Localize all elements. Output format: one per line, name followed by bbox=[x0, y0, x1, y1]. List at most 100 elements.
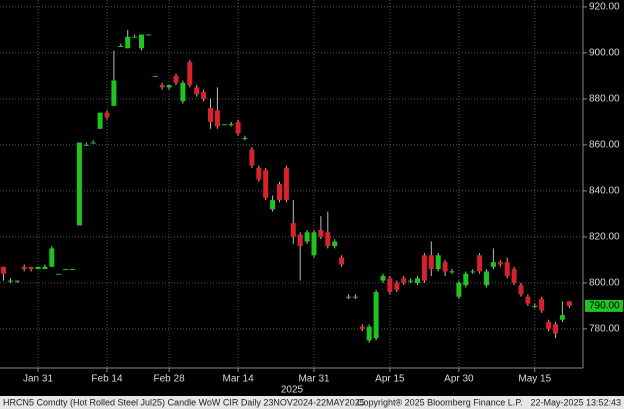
candle-body bbox=[304, 232, 310, 242]
candle-body bbox=[118, 46, 124, 47]
candle-body bbox=[194, 87, 200, 95]
y-tick-label: 800.00 bbox=[589, 278, 620, 289]
candle-body bbox=[518, 285, 524, 295]
y-tick-label: 880.00 bbox=[589, 94, 620, 105]
candle-body bbox=[325, 232, 331, 247]
candle-body bbox=[449, 271, 455, 273]
candle-body bbox=[297, 234, 303, 247]
candle-body bbox=[173, 75, 179, 83]
candle-body bbox=[28, 266, 34, 270]
y-tick-label: 900.00 bbox=[589, 48, 620, 59]
candle-body bbox=[546, 322, 552, 329]
year-label: 2025 bbox=[281, 385, 304, 396]
candle-body bbox=[346, 296, 351, 298]
candle-body bbox=[532, 305, 538, 307]
x-tick-label: Feb 14 bbox=[91, 374, 123, 385]
candle-body bbox=[83, 144, 89, 146]
candle-body bbox=[318, 230, 324, 237]
x-tick-label: Apr 30 bbox=[444, 374, 474, 385]
candle-body bbox=[497, 262, 503, 265]
candle-body bbox=[408, 280, 414, 282]
candle-body bbox=[373, 292, 379, 339]
candle-body bbox=[70, 269, 75, 271]
candle-body bbox=[132, 36, 138, 38]
candle-body bbox=[228, 124, 234, 126]
candle-body bbox=[559, 315, 565, 320]
candle-body bbox=[263, 170, 269, 198]
candle-body bbox=[56, 273, 62, 275]
candle-body bbox=[90, 142, 96, 144]
candle-body bbox=[442, 262, 448, 272]
candle-body bbox=[380, 276, 386, 281]
candle-body bbox=[359, 326, 365, 329]
candle-body bbox=[421, 255, 427, 281]
candle-body bbox=[387, 278, 393, 293]
candle-body bbox=[511, 269, 517, 283]
candle-body bbox=[76, 142, 82, 226]
candle-body bbox=[21, 266, 27, 270]
candle-body bbox=[214, 110, 220, 127]
y-tick-label: 860.00 bbox=[589, 140, 620, 151]
candle-body bbox=[484, 271, 489, 286]
candle-body bbox=[553, 324, 558, 334]
x-tick-label: May 15 bbox=[518, 374, 551, 385]
x-tick-label: Mar 14 bbox=[223, 374, 255, 385]
candle-body bbox=[125, 36, 131, 49]
candle-body bbox=[477, 255, 483, 272]
candle-body bbox=[366, 326, 372, 341]
y-tick-label: 920.00 bbox=[589, 2, 620, 13]
candle-body bbox=[42, 266, 48, 270]
candle-body bbox=[456, 282, 462, 297]
candle-body bbox=[277, 184, 282, 201]
y-tick-label: 840.00 bbox=[589, 186, 620, 197]
footer: HRCN5 Comdty (Hot Rolled Steel Jul25) Ca… bbox=[0, 396, 624, 409]
candle-body bbox=[428, 255, 434, 270]
candle-body bbox=[290, 223, 296, 237]
footer-description: HRCN5 Comdty (Hot Rolled Steel Jul25) Ca… bbox=[3, 397, 365, 407]
last-price-box bbox=[585, 299, 623, 312]
candle-body bbox=[152, 75, 158, 77]
candle-body bbox=[166, 85, 172, 88]
axes: 780.00 800.00 820.00 840.00 860.00 880.00 900.… bbox=[23, 2, 623, 385]
y-tick-label: 780.00 bbox=[589, 324, 620, 335]
candle-body bbox=[539, 299, 545, 311]
candle-body bbox=[415, 278, 420, 283]
x-tick-label: Apr 15 bbox=[375, 374, 405, 385]
candle-body bbox=[249, 149, 255, 166]
footer-bar bbox=[0, 396, 624, 409]
candle-body bbox=[104, 112, 110, 118]
candle-body bbox=[1, 266, 6, 274]
candle-body bbox=[35, 266, 41, 270]
candle-body bbox=[463, 273, 469, 286]
candle-body bbox=[201, 92, 207, 99]
candle-body bbox=[180, 82, 186, 102]
last-price-label: 790.00 bbox=[589, 301, 620, 312]
candle-body bbox=[187, 62, 193, 86]
x-tick-label: Feb 28 bbox=[154, 374, 186, 385]
candle-body bbox=[111, 80, 117, 106]
candle-body bbox=[242, 138, 248, 139]
candle-body bbox=[435, 255, 441, 270]
y-tick-label: 820.00 bbox=[589, 232, 620, 243]
candle-body bbox=[14, 280, 20, 282]
candle-body bbox=[63, 269, 69, 271]
candle-body bbox=[221, 124, 227, 126]
candle-body bbox=[270, 200, 276, 210]
candle-body bbox=[401, 278, 407, 283]
x-tick-label: Jan 31 bbox=[23, 374, 53, 385]
candle-body bbox=[208, 108, 213, 122]
footer-timestamp: 22-May-2025 13:52:43 bbox=[530, 397, 621, 407]
candle-body bbox=[49, 248, 55, 267]
candle-body bbox=[145, 34, 151, 36]
candle-body bbox=[352, 296, 358, 298]
candle-body bbox=[97, 112, 103, 129]
candle-body bbox=[235, 121, 241, 134]
candle-body bbox=[566, 301, 572, 306]
candle-body bbox=[332, 241, 338, 247]
candle-body bbox=[470, 271, 476, 273]
candle-body bbox=[311, 232, 317, 256]
candle-body bbox=[139, 34, 144, 49]
candle-body bbox=[283, 167, 289, 201]
